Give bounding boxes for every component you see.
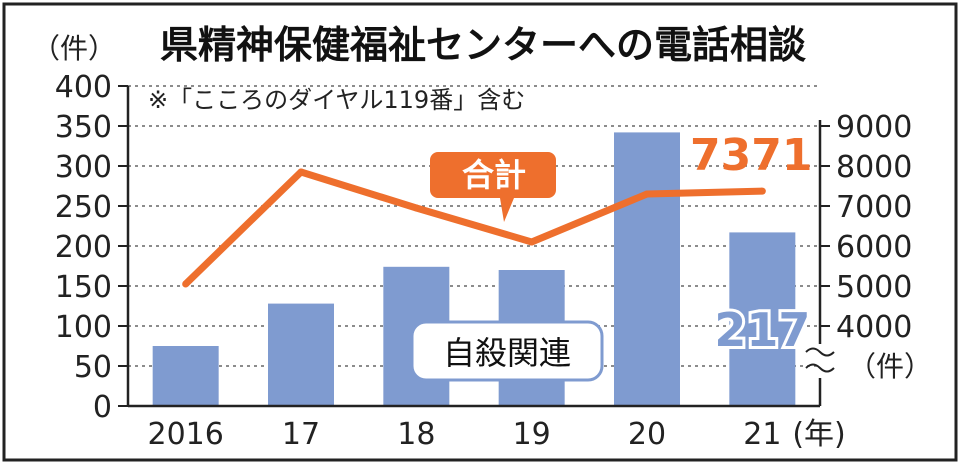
right-tick-label: 4000 <box>836 310 912 345</box>
x-axis-unit: (年) <box>792 417 845 452</box>
legend-suicide-label: 自殺関連 <box>443 334 571 372</box>
x-tick-label: 19 <box>513 417 551 452</box>
legend-suicide-callout: 自殺関連 <box>410 320 604 382</box>
right-tick-label: 5000 <box>836 270 912 305</box>
chart-title: 県精神保健福祉センターへの電話相談 <box>160 23 806 67</box>
bar-21 <box>729 232 796 406</box>
line-point-21 <box>758 187 766 195</box>
line-end-value: 7371 <box>690 130 812 181</box>
chart-note: ※「こころのダイヤル119番」含む <box>148 86 525 114</box>
x-tick-label: 18 <box>397 417 435 452</box>
right-tick-label: 7000 <box>836 190 912 225</box>
left-tick-label: 200 <box>55 230 112 265</box>
left-tick-label: 300 <box>55 150 112 185</box>
x-tick-label: 17 <box>282 417 320 452</box>
line-total <box>183 168 763 287</box>
line-point-17 <box>297 168 305 176</box>
left-tick-label: 150 <box>55 270 112 305</box>
left-tick-label: 250 <box>55 190 112 225</box>
left-tick-label: 400 <box>55 70 112 105</box>
axes: 0 50 100 150 200 250 300 350 400 4000 5000 6000 7000… <box>55 70 913 425</box>
line-point-2016 <box>182 280 190 288</box>
bar-2016 <box>152 346 219 406</box>
left-tick-label: 100 <box>55 310 112 345</box>
right-tick-label: 6000 <box>836 230 912 265</box>
axis-break-mark <box>805 363 835 373</box>
right-axis-unit: （件） <box>848 350 932 383</box>
legend-total-box <box>430 152 556 222</box>
line-point-18 <box>412 204 420 212</box>
legend-total-callout: 合計 <box>430 152 556 222</box>
left-tick-label: 0 <box>93 390 112 425</box>
line-point-19 <box>528 238 536 246</box>
bar-end-value: 217 <box>714 303 810 357</box>
line-series <box>182 168 766 288</box>
legend-total-label: 合計 <box>462 156 526 194</box>
x-tick-label: 2016 <box>147 417 223 452</box>
right-tick-label: 8000 <box>836 150 912 185</box>
x-tick-label: 21 <box>743 417 781 452</box>
bar-20 <box>614 132 680 406</box>
bar-17 <box>268 303 334 406</box>
right-tick-label: 9000 <box>836 110 912 145</box>
left-tick-label: 50 <box>74 350 112 385</box>
axis-break-mark <box>805 347 835 357</box>
left-axis-unit: （件） <box>32 32 116 65</box>
x-tick-label: 20 <box>628 417 666 452</box>
line-point-20 <box>643 190 651 198</box>
left-tick-label: 350 <box>55 110 112 145</box>
legend-suicide-box <box>410 320 604 382</box>
